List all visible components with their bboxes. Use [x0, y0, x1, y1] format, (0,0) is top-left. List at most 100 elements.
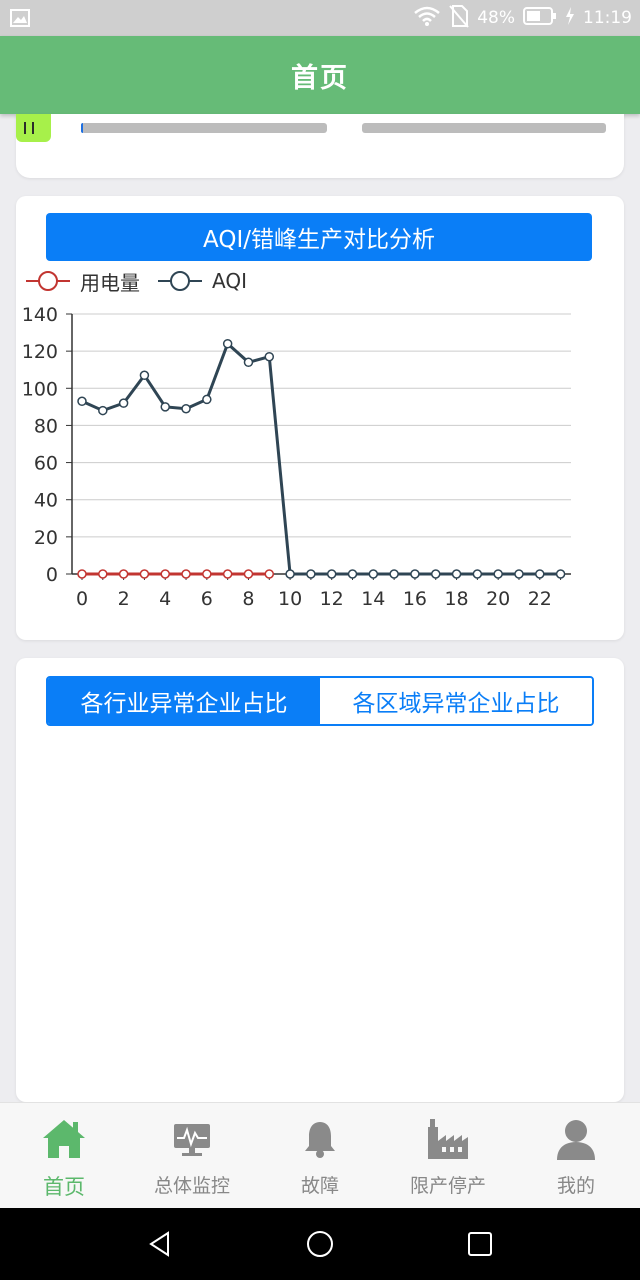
image-icon: [10, 9, 30, 31]
x-tick-label: 0: [76, 588, 88, 610]
x-tick-label: 14: [361, 588, 385, 610]
data-point: [118, 398, 129, 408]
chart-legend: 用电量 AQI: [26, 266, 247, 296]
aqi-line-chart: 0 20 40 60 80 100 120 140 0 2 4 6 8 10 12 14 16 18 20 22: [22, 304, 571, 610]
data-point: [222, 569, 233, 579]
nav-label-restrict: 限产停产: [409, 1175, 486, 1197]
wifi-icon: [413, 6, 441, 31]
system-navigation-bar: [0, 1208, 640, 1280]
nav-label-home: 首页: [43, 1175, 85, 1199]
legend-label-power: 用电量: [80, 270, 140, 295]
nav-item-monitor[interactable]: 总体监控: [128, 1103, 256, 1209]
recents-icon[interactable]: [466, 1230, 494, 1262]
data-point: [514, 569, 524, 579]
x-tick-label: 16: [403, 588, 427, 610]
charging-icon: [565, 6, 575, 30]
app-header: 首页: [0, 36, 640, 114]
data-point: [243, 357, 254, 368]
clock-time: 11:19: [583, 8, 632, 28]
data-point: [326, 569, 337, 579]
x-tick-label: 6: [201, 588, 213, 610]
x-tick-label: 10: [278, 588, 302, 610]
back-icon[interactable]: [146, 1230, 174, 1262]
nav-label-fault: 故障: [300, 1175, 339, 1197]
nav-item-restrict[interactable]: 限产停产: [384, 1103, 512, 1209]
data-point: [160, 569, 170, 579]
data-point: [555, 569, 566, 579]
data-point: [243, 569, 254, 579]
no-sim-icon: [449, 4, 469, 33]
battery-percent: 48%: [477, 8, 515, 28]
legend-marker-power: [26, 271, 70, 291]
y-tick-label: 80: [34, 415, 58, 437]
data-point: [98, 405, 108, 416]
data-point: [264, 351, 275, 362]
x-tick-label: 4: [159, 588, 171, 610]
bell-icon: [297, 1117, 343, 1161]
progress-bar: [362, 123, 606, 133]
data-point: [368, 569, 379, 579]
data-point: [139, 370, 150, 381]
progress-bar: [81, 123, 327, 133]
y-tick-label: 140: [22, 304, 58, 326]
y-tick-label: 40: [34, 490, 58, 512]
data-point: [535, 569, 545, 579]
data-point: [410, 569, 420, 579]
data-point: [160, 402, 170, 412]
data-point: [285, 569, 295, 579]
user-icon: [553, 1117, 599, 1161]
y-tick-label: 0: [46, 564, 58, 586]
status-bar: 48% 11:19: [0, 0, 640, 36]
legend-item-aqi[interactable]: AQI: [158, 269, 247, 293]
data-point: [493, 569, 503, 579]
bottom-navigation: 首页 总体监控 故障 限产停产 我的: [0, 1102, 640, 1209]
data-point: [264, 569, 275, 579]
data-point: [306, 569, 316, 579]
legend-item-power[interactable]: 用电量: [26, 267, 140, 296]
x-tick-label: 8: [242, 588, 254, 610]
data-point: [472, 569, 483, 579]
x-tick-label: 20: [486, 588, 510, 610]
y-tick-label: 60: [34, 453, 58, 475]
data-point: [389, 569, 399, 579]
x-tick-label: 22: [528, 588, 552, 610]
monitor-icon: [169, 1117, 215, 1161]
data-point: [98, 569, 108, 579]
tab-region[interactable]: 各区域异常企业占比: [320, 678, 592, 724]
status-badge: [16, 114, 51, 142]
data-point: [77, 569, 87, 579]
data-point: [430, 569, 441, 579]
nav-item-profile[interactable]: 我的: [512, 1103, 640, 1209]
abnormal-enterprise-card: 各行业异常企业占比 各区域异常企业占比: [16, 658, 624, 1102]
series-line: [81, 341, 561, 576]
aqi-chart-card: AQI/错峰生产对比分析 用电量 AQI 0 20 40 60 80 100 120 140 0…: [16, 196, 624, 640]
data-point: [202, 569, 212, 579]
nav-item-fault[interactable]: 故障: [256, 1103, 384, 1209]
chart-title-button[interactable]: AQI/错峰生产对比分析: [46, 213, 592, 261]
y-tick-label: 20: [34, 527, 58, 549]
legend-label-aqi: AQI: [212, 269, 247, 293]
data-point: [347, 569, 358, 579]
data-point: [181, 569, 191, 579]
data-point: [202, 394, 212, 405]
nav-label-monitor: 总体监控: [153, 1175, 230, 1197]
x-tick-label: 18: [444, 588, 468, 610]
data-point: [181, 403, 191, 414]
y-tick-label: 120: [22, 341, 58, 363]
summary-card: [16, 114, 624, 178]
y-tick-label: 100: [22, 378, 58, 400]
tab-industry[interactable]: 各行业异常企业占比: [48, 678, 320, 724]
data-point: [222, 338, 233, 349]
segmented-control: 各行业异常企业占比 各区域异常企业占比: [46, 676, 594, 726]
data-point: [118, 569, 129, 579]
data-point: [451, 569, 462, 579]
legend-marker-aqi: [158, 271, 202, 291]
home-circle-icon[interactable]: [306, 1230, 334, 1262]
page-title: 首页: [291, 62, 349, 94]
factory-icon: [425, 1117, 471, 1161]
data-point: [139, 569, 150, 579]
home-icon: [41, 1117, 87, 1161]
battery-icon: [523, 6, 557, 30]
nav-item-home[interactable]: 首页: [0, 1103, 128, 1209]
data-point: [77, 396, 87, 407]
